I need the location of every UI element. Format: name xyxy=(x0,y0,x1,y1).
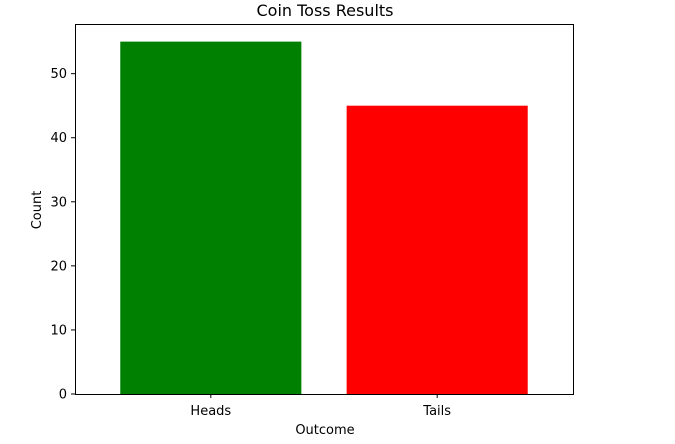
y-tick-label: 50 xyxy=(50,67,67,82)
y-tick-label: 30 xyxy=(50,195,67,210)
y-tick-label: 10 xyxy=(50,323,67,338)
x-tick-label: Heads xyxy=(190,404,231,419)
chart-title: Coin Toss Results xyxy=(256,1,393,20)
bar-heads xyxy=(120,41,302,394)
bar-tails xyxy=(346,105,528,395)
y-axis-label: Count xyxy=(30,191,45,230)
y-tick-label: 40 xyxy=(50,131,67,146)
bars-group xyxy=(120,41,528,395)
x-tick-label: Tails xyxy=(422,404,451,419)
y-axis-ticks: 0 10 20 30 40 50 xyxy=(50,67,75,403)
y-tick-label: 20 xyxy=(50,259,67,274)
x-axis-label: Outcome xyxy=(295,423,354,438)
plot-frame xyxy=(75,24,574,395)
y-tick-label: 0 xyxy=(59,388,67,403)
x-axis-ticks: Heads Tails xyxy=(190,394,451,419)
